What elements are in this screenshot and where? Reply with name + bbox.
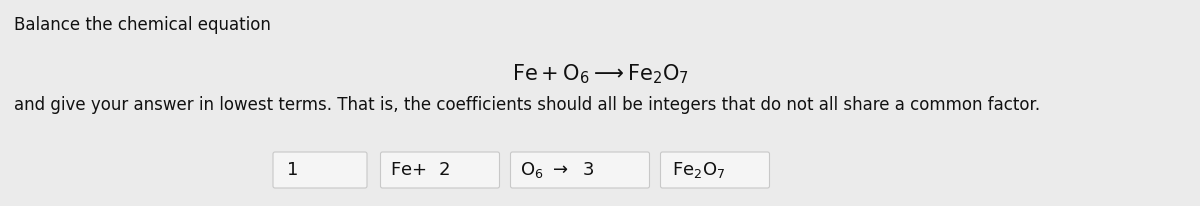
Text: $\rm Fe{+}\ \ 2$: $\rm Fe{+}\ \ 2$	[390, 161, 450, 179]
Text: Balance the chemical equation: Balance the chemical equation	[14, 16, 271, 34]
FancyBboxPatch shape	[274, 152, 367, 188]
Text: $\rm Fe_2O_7$: $\rm Fe_2O_7$	[672, 160, 726, 180]
FancyBboxPatch shape	[510, 152, 649, 188]
Text: $\rm Fe + O_6 \longrightarrow Fe_2O_7$: $\rm Fe + O_6 \longrightarrow Fe_2O_7$	[511, 62, 689, 86]
Text: $\rm O_6\ \rightarrow\ \ 3$: $\rm O_6\ \rightarrow\ \ 3$	[521, 160, 595, 180]
Text: and give your answer in lowest terms. That is, the coefficients should all be in: and give your answer in lowest terms. Th…	[14, 96, 1040, 114]
FancyBboxPatch shape	[660, 152, 769, 188]
FancyBboxPatch shape	[380, 152, 499, 188]
Text: 1: 1	[287, 161, 299, 179]
